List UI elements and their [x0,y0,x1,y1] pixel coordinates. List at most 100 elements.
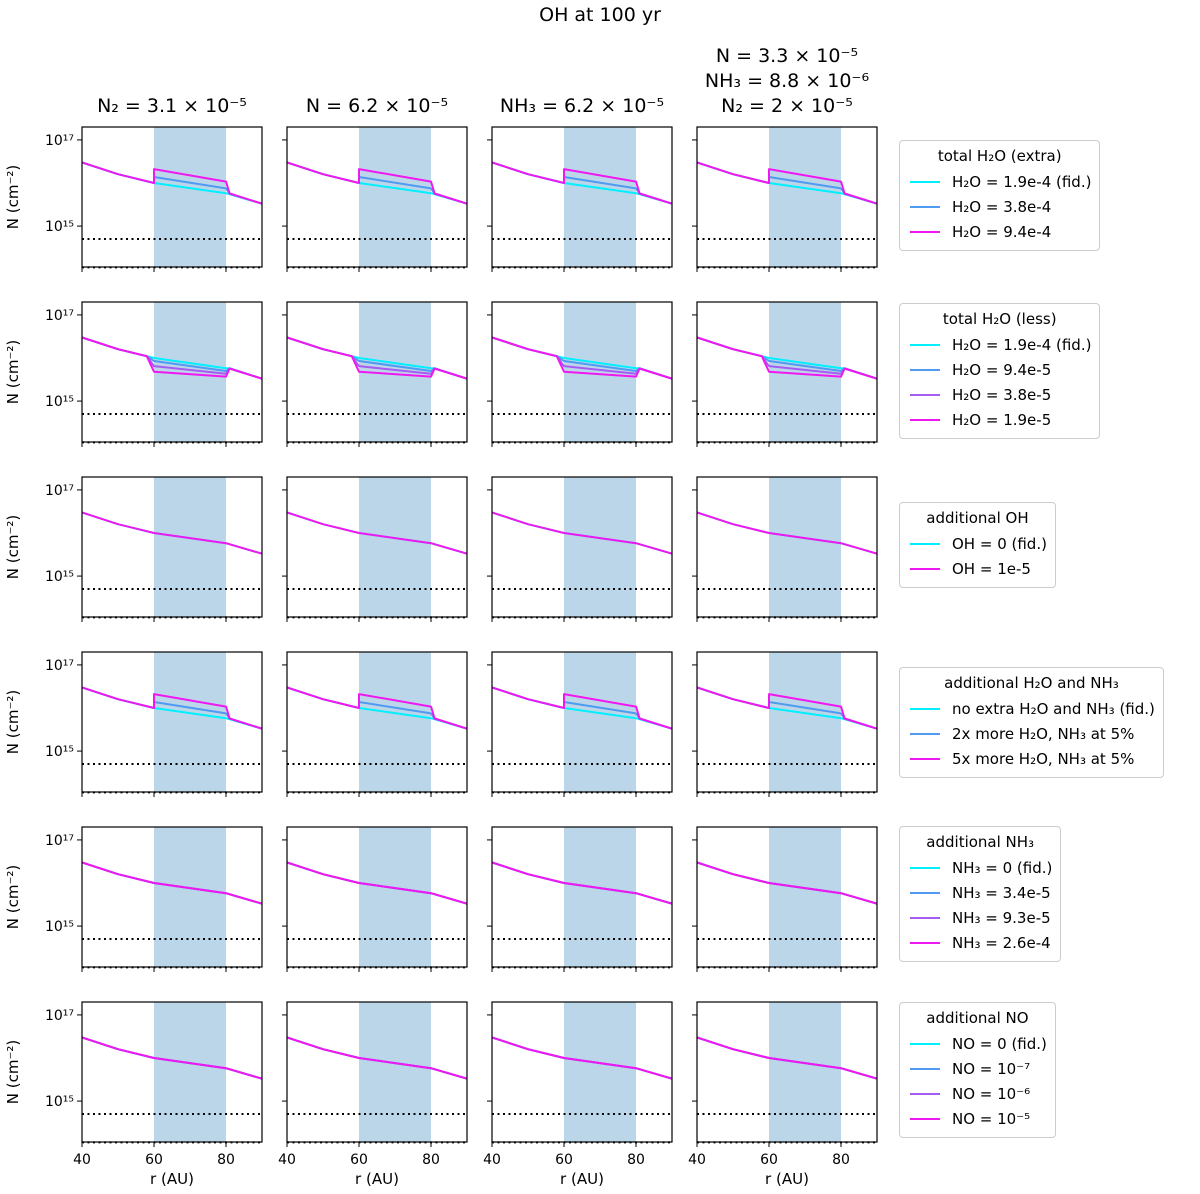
series-line-2 [287,511,467,555]
plot-frame [286,1001,468,1143]
legend-swatch [910,1042,940,1045]
y-axis-label: N (cm⁻²) [4,165,22,229]
shaded-band [769,1002,841,1142]
shaded-band [154,827,226,967]
x-axis-label: r (AU) [765,1170,809,1188]
legend-swatch [910,1117,940,1120]
legend-swatch [910,707,940,710]
y-axis-label: N (cm⁻²) [4,865,22,929]
legend-label: OH = 1e-5 [952,559,1031,578]
shaded-band [359,127,431,267]
legend-entry: NH₃ = 2.6e-4 [908,930,1052,955]
legend-label: 2x more H₂O, NH₃ at 5% [952,724,1135,743]
series-line-3 [697,161,877,205]
y-tick-label: 10¹⁵ [45,394,74,410]
plot-frame [81,476,263,618]
panel-r5-c2 [282,826,468,972]
legend-swatch [910,891,940,894]
plot-frame [696,1001,878,1143]
legend-swatch [910,916,940,919]
shaded-band [154,1002,226,1142]
column-title-3: NH₃ = 6.2 × 10⁻⁵ [500,95,664,117]
legend-label: NH₃ = 0 (fid.) [952,858,1053,877]
legend-swatch [910,567,940,570]
series-line-2 [492,511,672,555]
plot-frame [491,126,673,268]
x-tick-label: 60 [145,1152,163,1168]
column-title-4-line-1: N = 3.3 × 10⁻⁵ [716,45,858,67]
series-line-3 [492,686,672,730]
column-title-1: N₂ = 3.1 × 10⁻⁵ [97,95,247,117]
legend-entry: NO = 10⁻⁶ [908,1081,1047,1106]
legend-entry: OH = 1e-5 [908,556,1047,581]
series-line-4 [287,861,467,905]
y-tick-label: 10¹⁵ [45,569,74,585]
series-line-4 [82,1036,262,1080]
x-tick-label: 80 [627,1152,645,1168]
legend-label: OH = 0 (fid.) [952,534,1047,553]
plot-frame [286,126,468,268]
y-tick-label: 10¹⁷ [45,133,74,149]
plot-frame [696,826,878,968]
legend-entry: H₂O = 9.4e-5 [908,357,1091,382]
legend-label: NO = 10⁻⁵ [952,1109,1031,1128]
legend-entry: H₂O = 1.9e-4 (fid.) [908,169,1091,194]
legend-label: NO = 10⁻⁶ [952,1084,1031,1103]
panel-r4-c1: 10¹⁵ 10¹⁷ N (cm⁻²) [4,651,263,797]
panel-r5-c1: 10¹⁵ 10¹⁷ N (cm⁻²) [4,826,263,972]
legend-row-4: additional H₂O and NH₃ no extra H₂O and N… [899,667,1164,778]
shaded-band [359,477,431,617]
panel-r3-c4 [692,476,878,622]
shaded-band [564,652,636,792]
x-tick-label: 80 [422,1152,440,1168]
shaded-band [564,127,636,267]
panel-r5-c4 [692,826,878,972]
panel-r2-c1: 10¹⁵ 10¹⁷ N (cm⁻²) [4,301,263,447]
legend-row-6: additional NO NO = 0 (fid.) NO = 10⁻⁷ NO = … [899,1002,1056,1138]
legend-label: H₂O = 9.4e-4 [952,222,1052,241]
shaded-band [769,827,841,967]
legend-label: no extra H₂O and NH₃ (fid.) [952,699,1155,718]
series-line-4 [697,1036,877,1080]
shaded-band [564,827,636,967]
legend-swatch [910,180,940,183]
x-tick-label: 60 [350,1152,368,1168]
legend-label: NO = 10⁻⁷ [952,1059,1031,1078]
panel-grid: 10¹⁵ 10¹⁷ N (cm⁻²) 10¹⁵ 10¹⁷ N (cm⁻²) 10¹⁵ 10¹⁷… [4,126,878,1188]
shaded-band [154,652,226,792]
legend-entry: H₂O = 1.9e-4 (fid.) [908,332,1091,357]
legend-entry: NO = 0 (fid.) [908,1031,1047,1056]
legend-label: H₂O = 1.9e-4 (fid.) [952,172,1092,191]
legend-swatch [910,941,940,944]
panel-r4-c2 [282,651,468,797]
series-line-3 [492,161,672,205]
panel-r1-c1: 10¹⁵ 10¹⁷ N (cm⁻²) [4,126,263,272]
series-line-4 [697,336,877,380]
panel-r6-c1: 10¹⁵ 10¹⁷ 40 60 80 N (cm⁻²) r (AU) [4,1001,263,1188]
shaded-band [359,827,431,967]
y-tick-label: 10¹⁷ [45,1008,74,1024]
plot-frame [286,826,468,968]
plot-frame [696,301,878,443]
legend-label: NH₃ = 3.4e-5 [952,883,1051,902]
legend-swatch [910,866,940,869]
panel-r6-c4: 40 60 80 r (AU) [688,1001,878,1188]
panel-r3-c2 [282,476,468,622]
shaded-band [769,127,841,267]
y-tick-label: 10¹⁷ [45,833,74,849]
panel-r3-c1: 10¹⁵ 10¹⁷ N (cm⁻²) [4,476,263,622]
series-line-4 [287,1036,467,1080]
x-tick-label: 40 [73,1152,91,1168]
series-line-4 [492,861,672,905]
panel-r6-c2: 40 60 80 r (AU) [278,1001,468,1188]
x-axis-label: r (AU) [150,1170,194,1188]
plot-frame [696,126,878,268]
x-tick-label: 40 [278,1152,296,1168]
x-axis-label: r (AU) [560,1170,604,1188]
plot-frame [286,301,468,443]
legend-entry: H₂O = 9.4e-4 [908,219,1091,244]
legend-entry: NO = 10⁻⁵ [908,1106,1047,1131]
legend-swatch [910,1092,940,1095]
plot-frame [286,476,468,618]
y-tick-label: 10¹⁷ [45,658,74,674]
